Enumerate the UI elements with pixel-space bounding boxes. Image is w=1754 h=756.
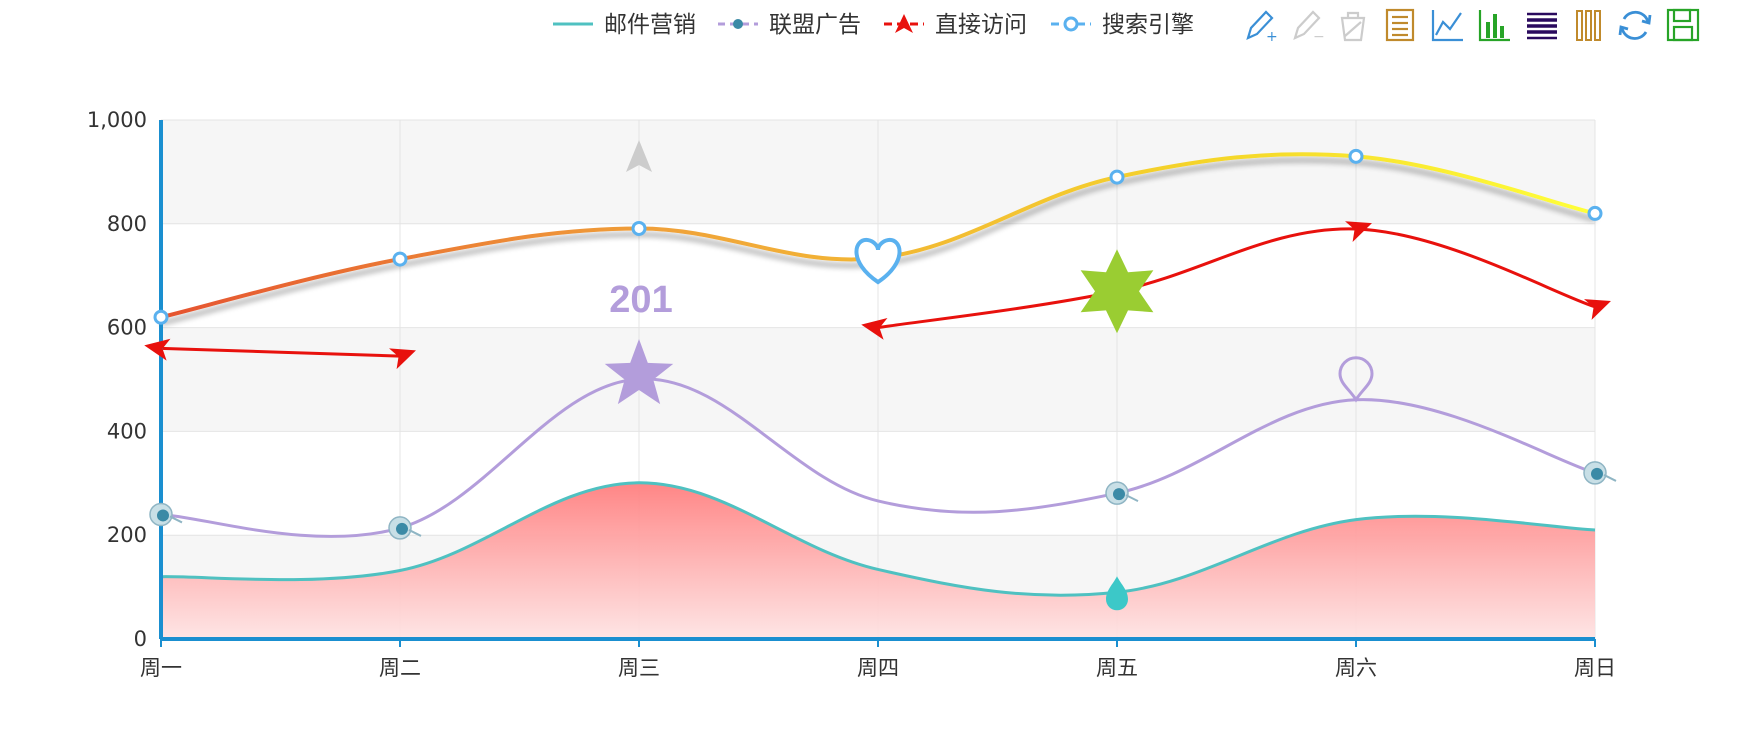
restore-arc: [1620, 10, 1650, 40]
axes: 0 200 400 600 800 1,000 周一 周二 周三 周四 周五 周六 周日: [87, 108, 1616, 680]
x-tick-label: 周一: [140, 656, 182, 680]
doc-shape: [1385, 8, 1415, 42]
direct-arrow-point: [861, 318, 888, 340]
bar-chart-icon[interactable]: [1477, 8, 1511, 42]
x-tick-label: 周四: [857, 656, 899, 680]
bar-shape: [1500, 26, 1504, 38]
marks-layer: 201: [144, 140, 1617, 611]
search-point: [1348, 148, 1364, 164]
stack-icon[interactable]: [1524, 8, 1558, 42]
trash-shape: [1340, 11, 1366, 42]
alliance-point-tail: [1603, 474, 1617, 482]
line-chart-icon[interactable]: [1430, 8, 1464, 42]
pencil-sign: +: [1266, 29, 1278, 45]
heart-marker: [854, 238, 902, 285]
bar-shape: [1486, 22, 1490, 38]
arrow-marker: [626, 140, 652, 172]
direct-arrow-point: [389, 348, 416, 370]
tiled-bar: [1576, 10, 1583, 41]
y-tick-label: 800: [107, 212, 147, 236]
series-line-direct: [160, 346, 401, 358]
x-tick-label: 周三: [618, 656, 660, 680]
pencil-shape: [1246, 10, 1274, 40]
search-point: [1109, 169, 1125, 185]
mark-clear-icon[interactable]: [1336, 8, 1370, 42]
x-tick-label: 周日: [1574, 656, 1616, 680]
max-value-label: 201: [609, 279, 672, 321]
line-chart-shape: [1431, 10, 1463, 42]
direct-arrow-point: [1345, 221, 1372, 242]
mark-undo-icon[interactable]: −: [1289, 8, 1325, 45]
toolbox[interactable]: + −: [1242, 8, 1700, 45]
y-tick-label: 600: [107, 316, 147, 340]
alliance-point-core: [1591, 467, 1603, 480]
y-tick-label: 200: [107, 523, 147, 547]
alliance-point-core: [396, 522, 408, 535]
alliance-point-tail: [1125, 494, 1139, 503]
search-point: [631, 220, 647, 236]
alliance-point-core: [157, 509, 169, 522]
legend-item[interactable]: 搜索引擎: [1051, 12, 1194, 38]
save-bottom: [1672, 25, 1694, 42]
legend-label[interactable]: 联盟广告: [769, 12, 861, 38]
restore-icon[interactable]: [1618, 8, 1652, 42]
tiled-icon[interactable]: [1571, 8, 1605, 42]
search-point: [392, 251, 408, 267]
tiled-bar: [1585, 10, 1592, 41]
bar-axis: [1478, 10, 1510, 42]
legend-swatch-icon[interactable]: [1063, 16, 1079, 32]
y-tick-label: 1,000: [87, 108, 147, 132]
y-tick-label: 0: [134, 627, 147, 651]
legend-swatch-icon[interactable]: [895, 14, 913, 33]
direct-arrow-point: [144, 338, 171, 361]
restore-arrows: [1618, 14, 1652, 36]
series-line-email: [160, 481, 1596, 597]
alliance-point: [149, 502, 183, 527]
data-view-icon[interactable]: [1383, 8, 1417, 42]
star6-marker: [1080, 249, 1154, 334]
y-tick-label: 400: [107, 419, 147, 443]
search-point: [153, 309, 169, 325]
x-tick-label: 周五: [1096, 656, 1138, 680]
x-tick-label: 周六: [1335, 656, 1377, 680]
alliance-point-tail: [169, 515, 183, 524]
legend-label[interactable]: 邮件营销: [604, 12, 696, 38]
bar-shape: [1493, 14, 1497, 38]
mark-icon[interactable]: +: [1242, 8, 1278, 45]
save-top: [1672, 8, 1692, 23]
search-point: [1587, 205, 1603, 221]
alliance-point: [1105, 481, 1139, 505]
series-line-direct: [877, 227, 1596, 330]
pin-marker: [1338, 356, 1374, 403]
legend-label[interactable]: 直接访问: [935, 12, 1027, 38]
pencil-shape: [1293, 10, 1321, 40]
direct-arrow-point: [1584, 299, 1611, 320]
droplet-marker: [1106, 576, 1128, 611]
legend-item[interactable]: 邮件营销: [553, 12, 696, 38]
alliance-point: [1583, 461, 1617, 485]
legend-label[interactable]: 搜索引擎: [1102, 12, 1194, 38]
legend[interactable]: 邮件营销 联盟广告 直接访问 搜索引擎: [553, 12, 1194, 38]
x-tick-label: 周二: [379, 656, 421, 680]
alliance-point-core: [1113, 488, 1125, 501]
pencil-sign: −: [1313, 29, 1325, 45]
legend-item[interactable]: 联盟广告: [718, 12, 861, 38]
save-image-icon-hitbox[interactable]: [1665, 8, 1699, 42]
legend-item[interactable]: 直接访问: [884, 12, 1027, 38]
tiled-bar: [1594, 10, 1601, 41]
legend-swatch-icon[interactable]: [733, 19, 743, 29]
alliance-point-tail: [408, 529, 422, 537]
alliance-point: [388, 516, 422, 540]
save-image-icon[interactable]: [1665, 8, 1700, 42]
star-marker: [604, 338, 674, 405]
